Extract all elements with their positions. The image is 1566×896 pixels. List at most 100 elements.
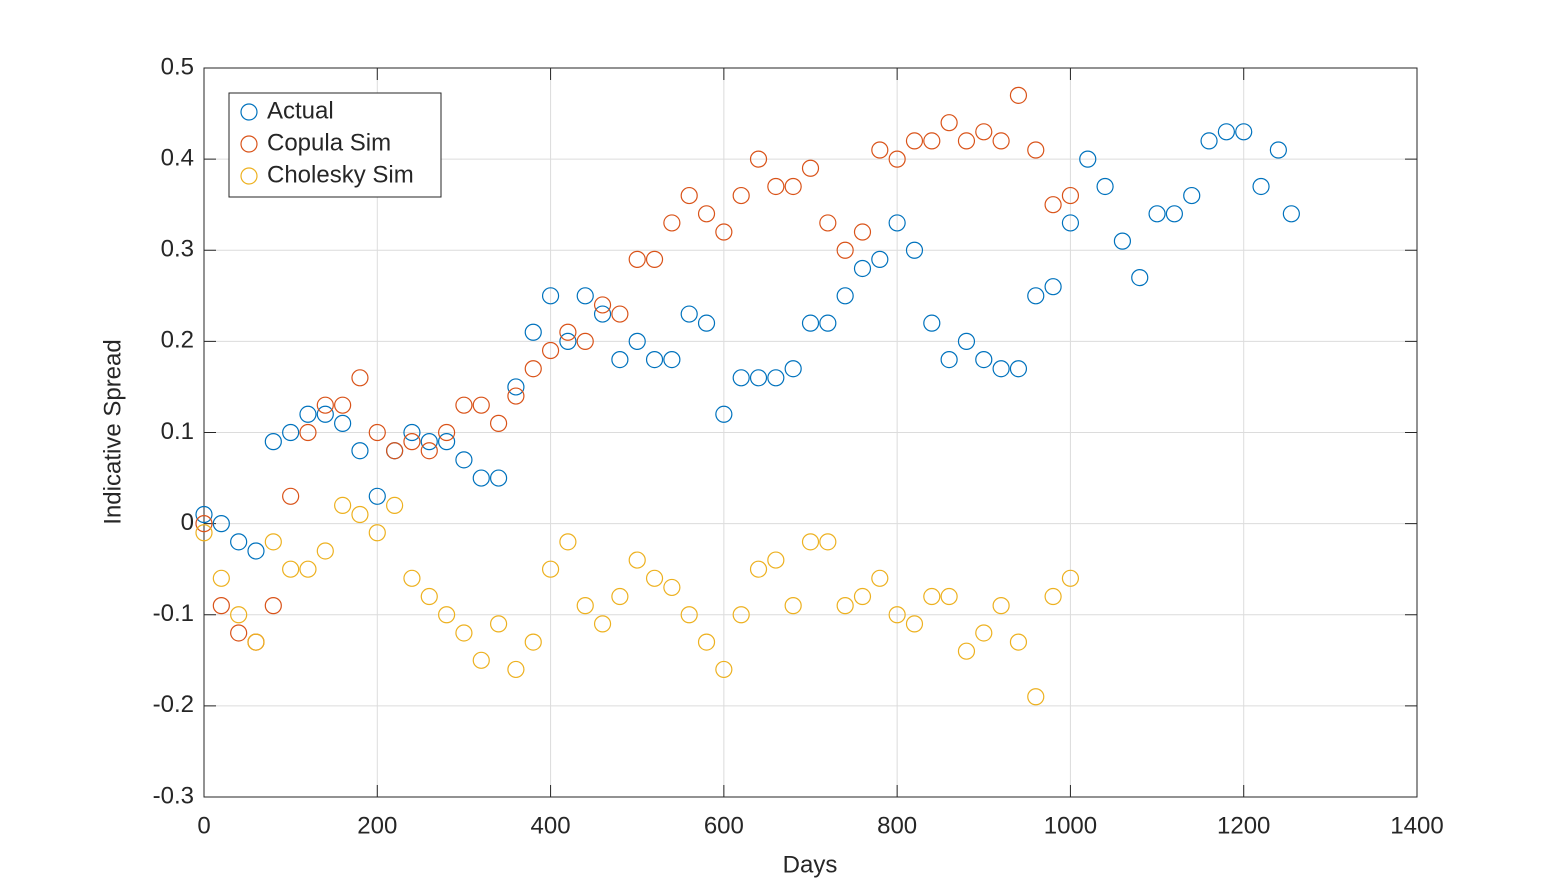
point (386, 496, 404, 514)
point (593, 296, 612, 314)
point (767, 177, 785, 196)
point (715, 405, 733, 423)
point (264, 533, 282, 551)
legend-marker (240, 103, 258, 121)
point (992, 132, 1010, 150)
point (732, 186, 750, 205)
point (386, 442, 404, 460)
point (940, 351, 958, 369)
point (749, 150, 768, 168)
point (1269, 141, 1287, 159)
point (559, 533, 577, 551)
point (628, 551, 646, 569)
point (230, 606, 248, 624)
point (489, 414, 508, 432)
point (1027, 141, 1045, 159)
y-tick-label: 0.2 (161, 327, 194, 354)
point (957, 642, 976, 660)
x-tick-label: 600 (704, 812, 744, 839)
legend-label: Copula Sim (267, 129, 391, 156)
point (541, 560, 560, 578)
point (264, 597, 282, 615)
point (819, 214, 837, 232)
point (438, 423, 456, 442)
point (784, 597, 802, 615)
point (888, 150, 906, 168)
point (628, 250, 646, 268)
point (697, 205, 716, 223)
point (749, 369, 768, 387)
point (455, 396, 473, 414)
legend-label: Cholesky Sim (267, 161, 414, 188)
point (836, 241, 854, 259)
point (975, 351, 993, 369)
point (836, 287, 854, 305)
y-tick-label: 0.4 (161, 144, 194, 171)
point (593, 615, 612, 633)
point (438, 433, 456, 451)
point (351, 442, 369, 460)
point (923, 132, 941, 150)
point (749, 560, 768, 578)
point (957, 332, 976, 350)
point (1009, 86, 1028, 104)
point (593, 305, 612, 323)
x-tick-label: 400 (531, 812, 571, 839)
point (663, 214, 681, 232)
point (195, 515, 213, 533)
y-tick-label: -0.2 (153, 691, 194, 718)
point (368, 423, 386, 442)
point (1096, 177, 1114, 196)
y-tick-label: 0.1 (161, 418, 194, 445)
point (1061, 214, 1080, 232)
point (853, 223, 872, 241)
legend-marker (240, 167, 258, 185)
point (767, 551, 785, 569)
point (715, 223, 733, 241)
point (334, 396, 352, 414)
point (905, 241, 924, 259)
point (247, 633, 265, 651)
point (524, 633, 542, 651)
point (507, 660, 525, 679)
point (420, 442, 438, 460)
point (247, 542, 265, 560)
point (940, 587, 958, 606)
point (992, 597, 1010, 615)
point (784, 177, 802, 196)
point (819, 533, 837, 551)
point (888, 214, 906, 232)
point (975, 624, 993, 642)
point (697, 633, 716, 651)
x-tick-label: 1000 (1044, 812, 1097, 839)
point (576, 287, 594, 305)
point (923, 587, 941, 606)
point (576, 597, 594, 615)
point (1200, 132, 1218, 150)
point (1044, 196, 1062, 214)
point (489, 469, 508, 487)
point (611, 305, 629, 323)
point (195, 505, 213, 524)
point (663, 578, 681, 597)
point (524, 323, 542, 341)
point (975, 123, 993, 141)
point (663, 351, 681, 369)
point (299, 560, 317, 578)
point (784, 360, 802, 378)
y-axis-label: Indicative Spread (99, 339, 126, 524)
point (801, 533, 820, 551)
point (489, 615, 508, 633)
point (1009, 633, 1028, 651)
point (645, 569, 664, 587)
x-tick-label: 1400 (1390, 812, 1443, 839)
point (455, 451, 473, 469)
point (212, 569, 230, 587)
point (853, 587, 872, 606)
point (507, 378, 525, 396)
point (923, 314, 941, 332)
x-tick-label: 0 (197, 812, 210, 839)
legend-box (228, 92, 442, 198)
point (1252, 177, 1270, 196)
